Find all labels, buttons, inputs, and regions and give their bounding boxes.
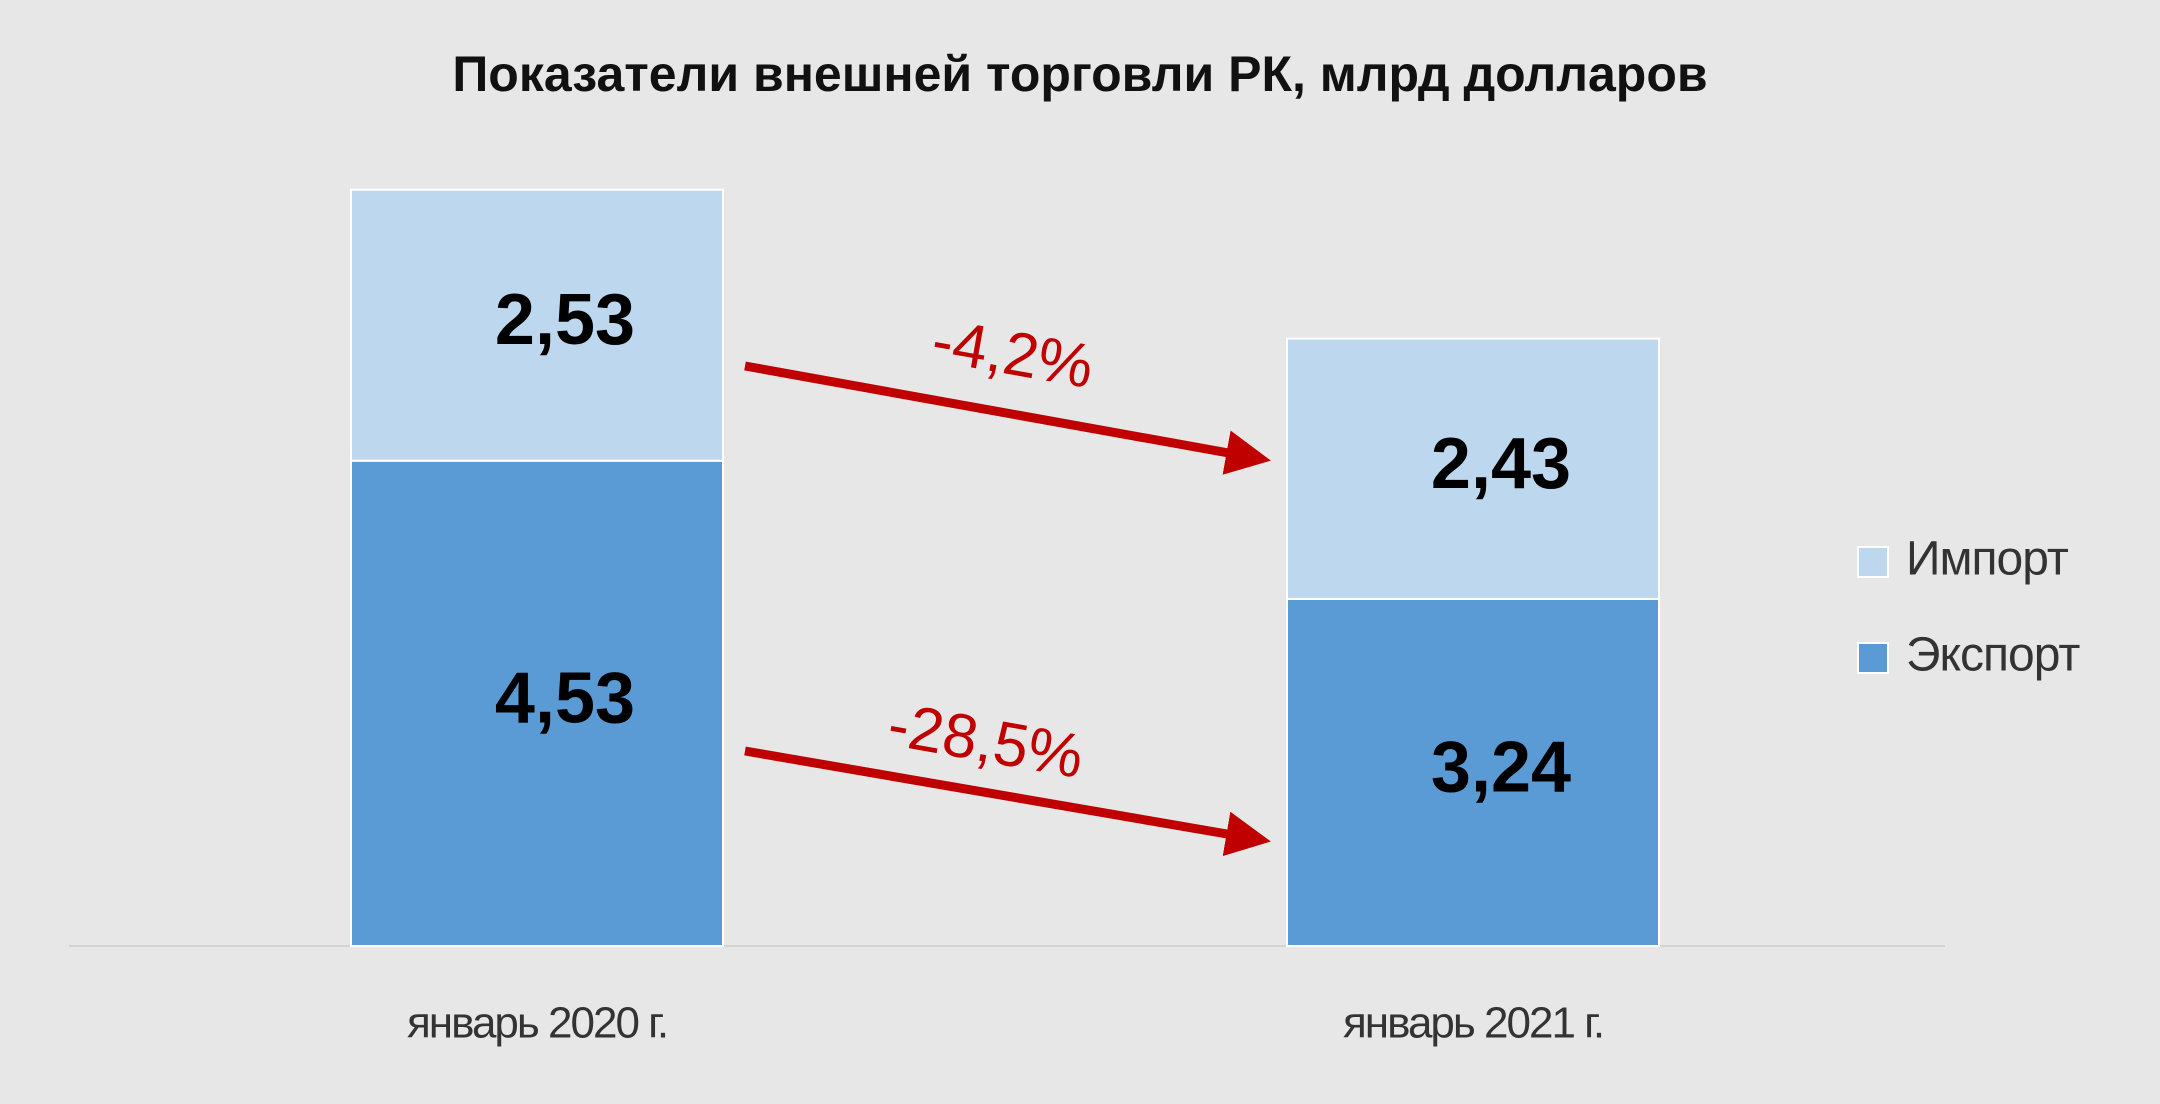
x-tick-label: январь 2021 г. [1343, 999, 1603, 1048]
data-label: 2,53 [495, 280, 635, 360]
legend-label: Импорт [1906, 533, 2069, 586]
bar-segment [350, 188, 724, 462]
legend-swatch [1857, 642, 1889, 674]
bar-segment [1286, 337, 1660, 600]
arrow [744, 361, 1271, 475]
chart-title: Показатели внешней торговли РК, млрд дол… [452, 46, 1707, 102]
legend-label: Экспорт [1906, 629, 2080, 682]
data-label: 2,43 [1431, 424, 1571, 504]
bar-segment [1286, 597, 1660, 947]
arrow [744, 746, 1271, 857]
bar-segment [350, 459, 724, 947]
x-tick-label: январь 2020 г. [407, 999, 667, 1048]
data-label: 3,24 [1431, 727, 1571, 807]
data-label: 4,53 [495, 658, 635, 738]
arrows [744, 361, 1271, 857]
legend-swatch [1857, 546, 1889, 578]
